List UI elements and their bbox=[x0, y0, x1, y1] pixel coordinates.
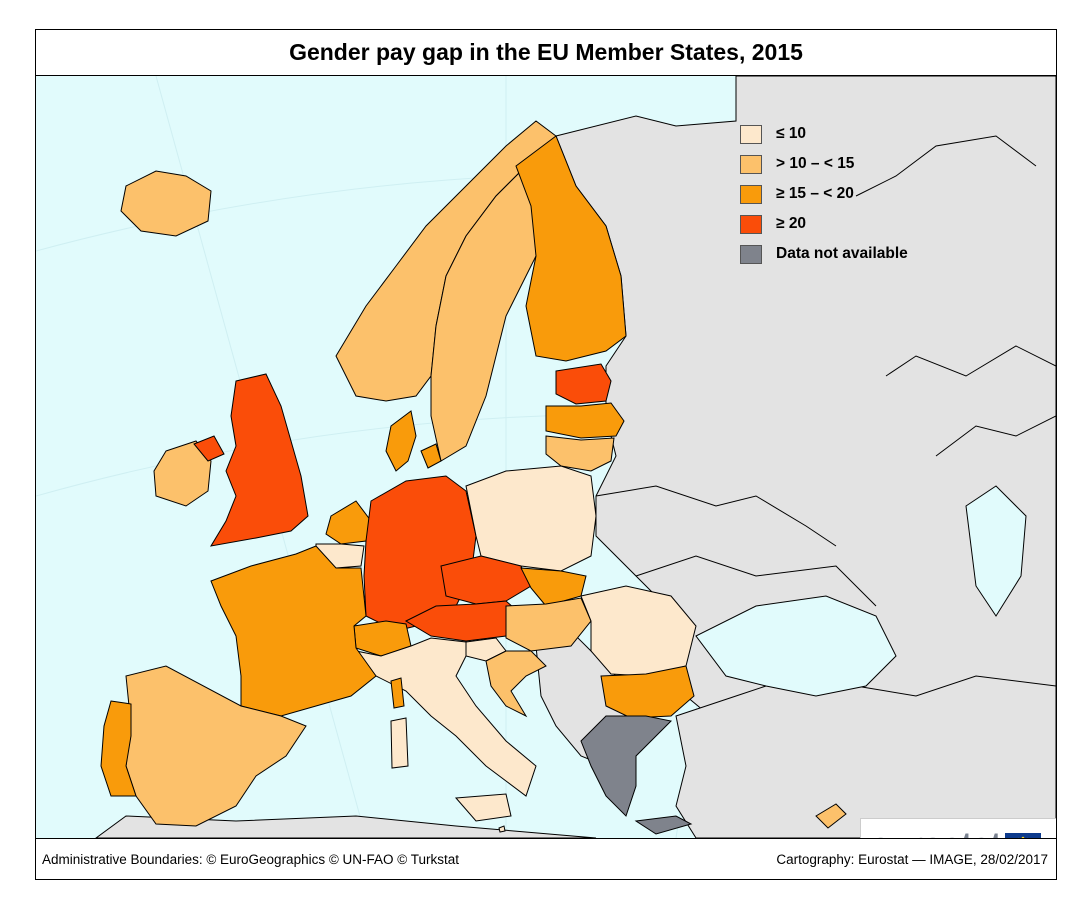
europe-map bbox=[36, 76, 1056, 838]
country-united-kingdom bbox=[210, 373, 309, 547]
map-frame: Gender pay gap in the EU Member States, … bbox=[35, 29, 1057, 880]
black-sea bbox=[695, 595, 897, 697]
legend-swatch-0 bbox=[740, 124, 762, 144]
country-iceland bbox=[120, 170, 212, 237]
country-denmark bbox=[385, 410, 417, 472]
legend-item: ≥ 20 bbox=[740, 209, 908, 239]
footer-cartography: Cartography: Eurostat — IMAGE, 28/02/201… bbox=[776, 851, 1048, 867]
country-latvia bbox=[545, 402, 625, 439]
title-bar: Gender pay gap in the EU Member States, … bbox=[36, 30, 1056, 76]
footer-credits: Administrative Boundaries: © EuroGeograp… bbox=[42, 851, 459, 867]
country-croatia bbox=[485, 650, 547, 718]
country-czech-republic bbox=[440, 555, 532, 605]
legend-label: ≤ 10 bbox=[776, 125, 807, 142]
country-greece bbox=[634, 815, 693, 835]
country-estonia bbox=[555, 363, 612, 405]
country-greece bbox=[580, 715, 673, 817]
country-malta bbox=[498, 825, 506, 833]
legend-item: > 10 – < 15 bbox=[740, 149, 908, 179]
legend-label: ≥ 20 bbox=[776, 215, 807, 232]
map-area: ≤ 10 > 10 – < 15 ≥ 15 – < 20 ≥ 20 Data n… bbox=[36, 76, 1056, 838]
country-cyprus bbox=[815, 803, 847, 829]
country-portugal bbox=[100, 700, 137, 797]
legend-label: Data not available bbox=[776, 245, 908, 262]
legend-item: Data not available bbox=[740, 239, 908, 269]
eu-flag-icon bbox=[1005, 832, 1042, 838]
country-poland bbox=[465, 465, 597, 572]
country-hungary bbox=[505, 597, 592, 652]
country-lithuania bbox=[545, 435, 615, 472]
country-united-kingdom bbox=[193, 435, 225, 462]
legend-item: ≤ 10 bbox=[740, 119, 908, 149]
country-italy bbox=[390, 717, 409, 769]
countries-layer bbox=[100, 120, 847, 835]
country-bulgaria bbox=[600, 665, 695, 719]
country-france bbox=[390, 677, 405, 709]
legend-item: ≥ 15 – < 20 bbox=[740, 179, 908, 209]
country-finland bbox=[515, 135, 627, 362]
map-title: Gender pay gap in the EU Member States, … bbox=[289, 39, 803, 65]
country-italy bbox=[454, 793, 512, 822]
logo-text: eurostat bbox=[871, 826, 1002, 838]
legend-swatch-3 bbox=[740, 214, 762, 234]
country-denmark bbox=[420, 443, 442, 469]
legend-swatch-1 bbox=[740, 154, 762, 174]
caspian-sea bbox=[965, 485, 1027, 617]
country-france bbox=[210, 545, 377, 717]
legend-swatch-2 bbox=[740, 184, 762, 204]
footer: Administrative Boundaries: © EuroGeograp… bbox=[36, 838, 1056, 879]
legend-label: ≥ 15 – < 20 bbox=[776, 185, 854, 202]
legend-label: > 10 – < 15 bbox=[776, 155, 855, 172]
eurostat-logo: eurostat bbox=[860, 818, 1056, 838]
legend-swatch-4 bbox=[740, 244, 762, 264]
legend: ≤ 10 > 10 – < 15 ≥ 15 – < 20 ≥ 20 Data n… bbox=[740, 119, 908, 269]
